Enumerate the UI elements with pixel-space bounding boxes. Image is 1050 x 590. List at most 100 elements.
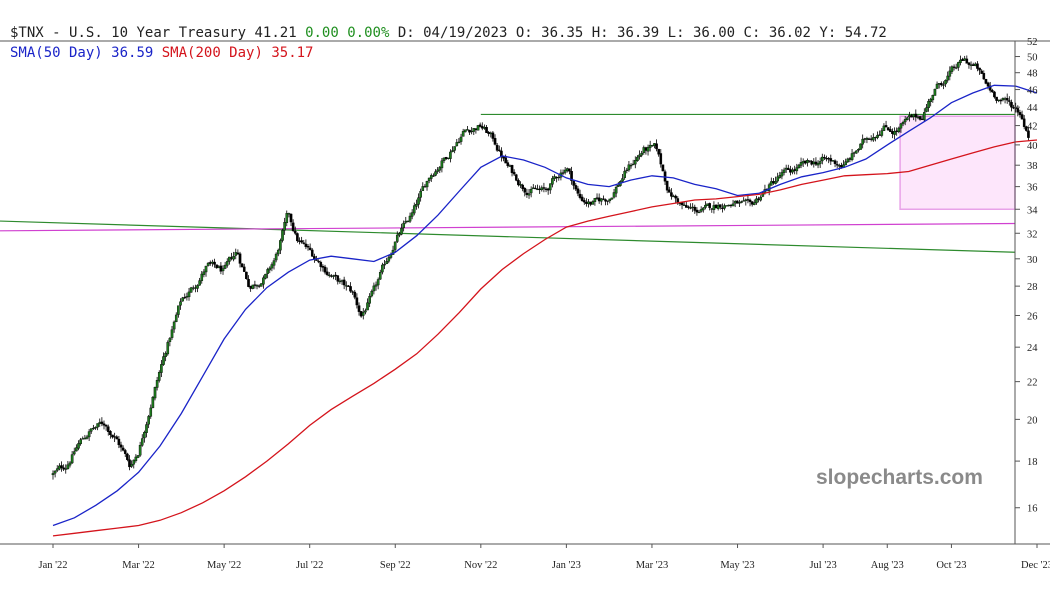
candle-body <box>132 459 136 465</box>
candle-body <box>804 160 807 164</box>
candle-body <box>725 205 728 207</box>
sma50-value: 36.59 <box>111 45 154 61</box>
last-price: 41.21 <box>254 25 297 41</box>
candle-body <box>916 116 920 118</box>
candle-body <box>997 99 1000 101</box>
candle-body <box>376 279 380 286</box>
candle-body <box>451 150 454 152</box>
candle-body <box>599 198 603 202</box>
candle-body <box>814 161 818 165</box>
candle-body <box>657 148 660 155</box>
x-tick-label: Jan '23 <box>552 560 581 571</box>
candle-body <box>829 158 833 162</box>
candle-body <box>194 287 197 289</box>
candle-body <box>334 274 337 277</box>
candle-body <box>708 203 711 208</box>
candle-body <box>421 186 425 191</box>
candle-body <box>151 397 155 408</box>
candle-body <box>117 438 121 446</box>
candle-body <box>855 150 858 154</box>
candle-body <box>638 154 641 158</box>
candle-body <box>111 434 114 438</box>
date-value: 04/19/2023 <box>423 25 508 41</box>
candle-body <box>974 63 977 66</box>
candle-body <box>602 198 605 200</box>
candle-body <box>627 164 631 171</box>
candle-body <box>778 175 782 178</box>
candle-body <box>517 180 520 186</box>
candle-body <box>995 96 998 101</box>
candle-body <box>168 338 172 342</box>
candle-body <box>453 146 456 151</box>
candle-body <box>882 125 886 131</box>
candle-body <box>784 167 788 170</box>
candle-body <box>631 163 635 166</box>
low-value: 36.00 <box>692 25 736 41</box>
candle-body <box>432 175 435 177</box>
candle-body <box>276 249 280 255</box>
candle-body <box>177 305 180 315</box>
candle-body <box>81 438 85 440</box>
candle-body <box>748 199 752 202</box>
y-tick-label: 30 <box>1027 255 1038 266</box>
candle-body <box>302 242 306 244</box>
candle-body <box>933 88 937 96</box>
candle-body <box>68 462 72 466</box>
candle-body <box>472 128 476 132</box>
candle-body <box>77 443 80 449</box>
candle-body <box>228 256 231 262</box>
candle-body <box>381 264 384 273</box>
y-tick-label: 36 <box>1027 183 1038 194</box>
candle-body <box>425 181 429 188</box>
candle-body <box>957 62 960 68</box>
candle-body <box>744 199 748 201</box>
candle-body <box>378 272 382 280</box>
y-tick-label: 26 <box>1027 311 1038 322</box>
candle-body <box>808 160 811 162</box>
candle-body <box>570 171 573 181</box>
candle-body <box>268 267 272 271</box>
candle-body <box>308 247 312 250</box>
ticker-dash: - <box>52 25 61 41</box>
candle-body <box>506 162 510 167</box>
candle-body <box>980 70 983 74</box>
candle-body <box>368 296 371 304</box>
candle-body <box>102 423 106 426</box>
candle-body <box>436 169 439 172</box>
candle-body <box>404 220 408 223</box>
candle-body <box>325 271 329 275</box>
candle-body <box>695 209 699 213</box>
candle-body <box>801 161 805 164</box>
pink-zone <box>899 115 1016 211</box>
candle-body <box>823 157 826 159</box>
candle-body <box>869 138 873 140</box>
candle-body <box>865 138 869 140</box>
candle-body <box>283 222 286 231</box>
candle-body <box>963 58 966 61</box>
candle-body <box>812 161 816 165</box>
close-label: C: <box>743 25 761 41</box>
candle-body <box>776 176 779 182</box>
candle-body <box>986 82 990 87</box>
candle-body <box>1027 130 1030 138</box>
candle-body <box>642 147 646 153</box>
candle-body <box>646 147 650 152</box>
candle-body <box>340 280 344 282</box>
x-tick-label: Jan '22 <box>38 560 67 571</box>
candle-body <box>347 285 350 287</box>
candle-body <box>66 464 70 470</box>
candle-body <box>53 470 57 474</box>
candle-body <box>757 198 760 200</box>
ticker-symbol: $TNX <box>10 25 44 41</box>
candle-body <box>731 203 735 207</box>
candle-body <box>366 302 369 311</box>
candle-body <box>655 143 658 150</box>
candle-body <box>446 157 450 159</box>
candle-body <box>680 202 684 206</box>
candle-body <box>104 424 108 427</box>
candle-body <box>555 177 558 179</box>
candle-body <box>60 465 63 468</box>
x-tick-label: Nov '22 <box>464 560 497 571</box>
candle-body <box>738 202 741 204</box>
candle-body <box>608 198 612 202</box>
